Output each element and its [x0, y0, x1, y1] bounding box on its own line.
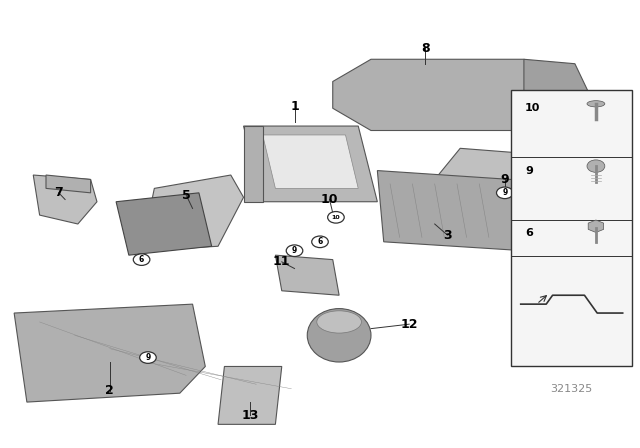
Circle shape	[312, 236, 328, 248]
Polygon shape	[116, 193, 212, 255]
Text: 9: 9	[145, 353, 150, 362]
Text: 10: 10	[525, 103, 541, 113]
Ellipse shape	[587, 101, 605, 107]
Circle shape	[497, 187, 513, 198]
Text: 8: 8	[421, 42, 429, 55]
Text: 7: 7	[54, 186, 63, 199]
Text: 3: 3	[443, 228, 452, 241]
Circle shape	[140, 352, 156, 363]
Polygon shape	[218, 366, 282, 424]
Circle shape	[328, 211, 344, 223]
Polygon shape	[244, 126, 378, 202]
Polygon shape	[33, 175, 97, 224]
Text: 2: 2	[106, 384, 114, 397]
Polygon shape	[378, 171, 524, 251]
Text: 10: 10	[332, 215, 340, 220]
Text: 1: 1	[290, 99, 299, 112]
Polygon shape	[14, 304, 205, 402]
Text: 321325: 321325	[550, 384, 593, 394]
Text: 6: 6	[525, 228, 533, 238]
Polygon shape	[524, 59, 588, 130]
FancyBboxPatch shape	[511, 90, 632, 366]
Text: 13: 13	[241, 409, 259, 422]
Text: 12: 12	[401, 318, 418, 331]
Polygon shape	[262, 135, 358, 188]
Polygon shape	[141, 175, 244, 251]
Text: 9: 9	[502, 188, 508, 197]
Polygon shape	[333, 59, 562, 130]
Polygon shape	[46, 175, 91, 193]
Ellipse shape	[307, 309, 371, 362]
Polygon shape	[435, 148, 588, 220]
Circle shape	[286, 245, 303, 257]
Text: 9: 9	[292, 246, 297, 255]
Text: 4: 4	[567, 184, 576, 197]
Circle shape	[133, 254, 150, 265]
Polygon shape	[275, 255, 339, 295]
Text: 10: 10	[321, 193, 339, 206]
Text: 6: 6	[139, 255, 144, 264]
Circle shape	[587, 160, 605, 172]
Text: 9: 9	[500, 173, 509, 186]
Text: 9: 9	[525, 166, 533, 176]
Text: 11: 11	[273, 255, 291, 268]
Polygon shape	[244, 126, 262, 202]
Ellipse shape	[317, 311, 362, 333]
Text: 6: 6	[317, 237, 323, 246]
Text: 5: 5	[182, 189, 191, 202]
